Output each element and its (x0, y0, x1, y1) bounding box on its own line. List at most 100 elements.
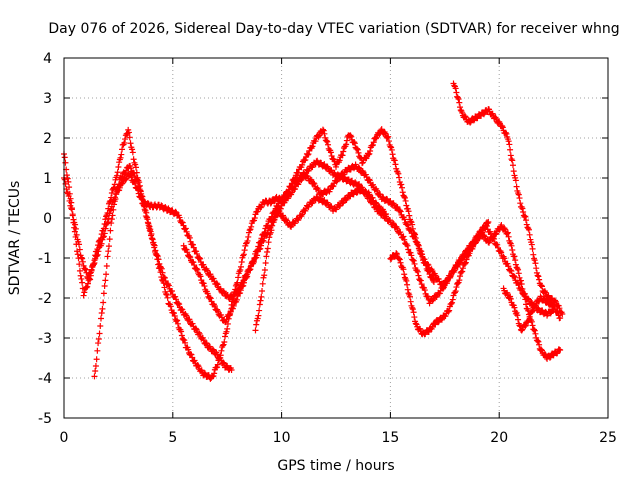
data-point (176, 214, 183, 221)
data-point (245, 233, 252, 240)
data-point (195, 329, 202, 336)
data-point (353, 189, 360, 196)
data-point (191, 357, 198, 364)
data-point (237, 266, 244, 273)
data-point (151, 242, 158, 249)
data-point (391, 157, 398, 164)
data-point (79, 255, 86, 262)
data-point (366, 191, 373, 198)
data-point (369, 194, 376, 201)
data-point (404, 286, 411, 293)
data-point (71, 228, 78, 235)
data-point (378, 126, 385, 133)
data-point (373, 134, 380, 141)
data-point (519, 285, 526, 292)
data-point (155, 256, 162, 263)
data-point (517, 200, 524, 207)
data-point (76, 241, 83, 248)
data-point (106, 236, 113, 243)
data-point (507, 146, 514, 153)
data-point (550, 301, 557, 308)
data-point (463, 256, 470, 263)
y-tick-label: 0 (43, 211, 52, 227)
y-tick-label: -5 (38, 411, 52, 427)
data-point (131, 173, 138, 180)
data-point (65, 193, 72, 200)
data-point (367, 147, 374, 154)
data-point (280, 212, 287, 219)
data-point (376, 204, 383, 211)
data-point (451, 289, 458, 296)
data-point (467, 119, 474, 126)
data-point (84, 283, 91, 290)
data-point (385, 138, 392, 145)
data-point (382, 130, 389, 137)
data-point (115, 163, 122, 170)
data-point (501, 225, 508, 232)
data-point (505, 138, 512, 145)
data-point (68, 205, 75, 212)
data-point (336, 157, 343, 164)
data-point (96, 330, 103, 337)
data-point (64, 175, 71, 182)
data-point (159, 269, 166, 276)
series-track-7 (450, 80, 566, 317)
data-point (241, 279, 248, 286)
data-point (552, 298, 559, 305)
data-point (186, 316, 193, 323)
data-point (97, 322, 104, 329)
data-point (512, 261, 519, 268)
data-point (401, 271, 408, 278)
data-point (424, 293, 431, 300)
data-point (299, 161, 306, 168)
data-point (221, 339, 228, 346)
data-point (156, 260, 163, 267)
data-point (505, 233, 512, 240)
data-point (316, 132, 323, 139)
y-tick-label: -2 (38, 291, 52, 307)
data-point (162, 277, 169, 284)
data-point (171, 313, 178, 320)
data-point (254, 208, 261, 215)
data-point (521, 214, 528, 221)
data-point (219, 342, 226, 349)
data-point (385, 133, 392, 140)
data-point (282, 193, 289, 200)
data-point (77, 272, 84, 279)
data-point (516, 195, 523, 202)
data-point (495, 244, 502, 251)
data-point (401, 236, 408, 243)
series-track-2 (61, 162, 235, 373)
data-point (73, 231, 80, 238)
data-point (369, 181, 376, 188)
data-point (414, 268, 421, 275)
data-point (193, 248, 200, 255)
data-point (519, 205, 526, 212)
data-point (211, 370, 218, 377)
data-point (227, 308, 234, 315)
data-point (72, 225, 79, 232)
data-point (421, 287, 428, 294)
data-point (531, 257, 538, 264)
data-point (144, 216, 151, 223)
data-point (462, 259, 469, 266)
data-point (113, 191, 120, 198)
data-point (240, 252, 247, 259)
data-point (454, 94, 461, 101)
data-point (515, 270, 522, 277)
data-point (308, 176, 315, 183)
data-point (483, 221, 490, 228)
data-point (193, 326, 200, 333)
data-point (395, 170, 402, 177)
data-point (370, 139, 377, 146)
data-point (466, 250, 473, 257)
data-point (130, 156, 137, 163)
data-point (529, 245, 536, 252)
data-point (494, 241, 501, 248)
data-point (100, 233, 107, 240)
data-point (347, 132, 354, 139)
data-point (462, 113, 469, 120)
data-point (192, 325, 199, 332)
y-tick-label: 3 (43, 91, 52, 107)
